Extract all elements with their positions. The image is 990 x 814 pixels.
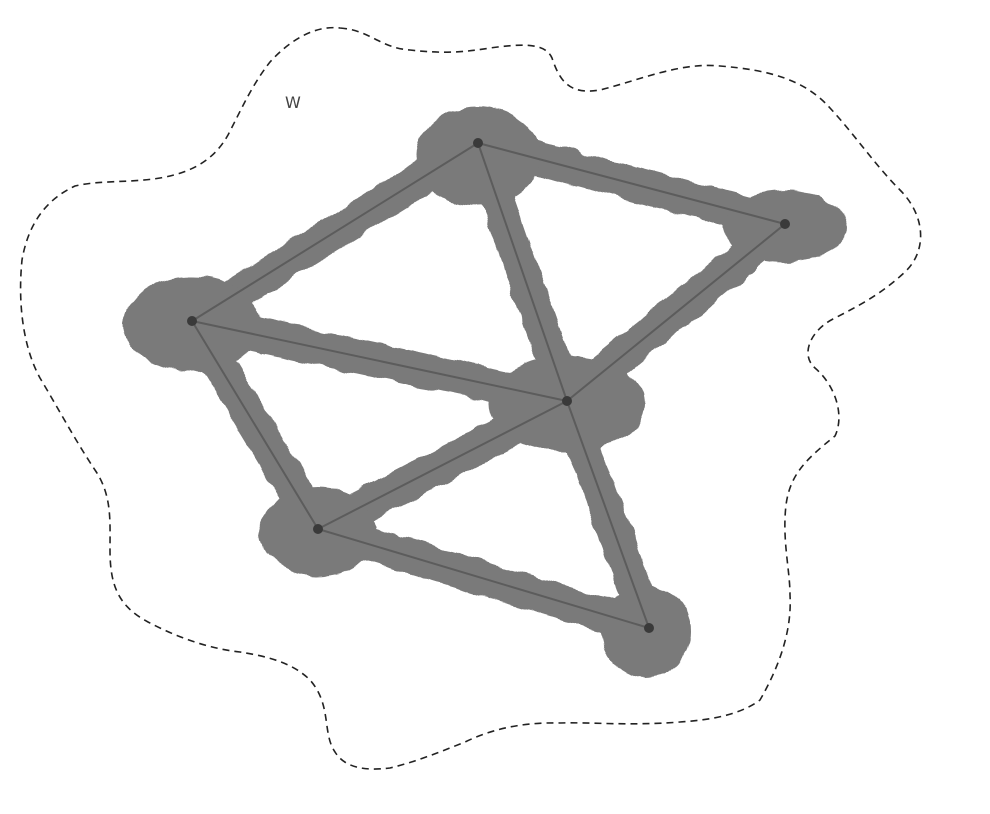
vertex-blob-v1 [416, 106, 540, 206]
region-boundary [19, 26, 922, 770]
edge-v4-v5 [317, 400, 568, 530]
vertex-dot-v3 [187, 316, 197, 326]
edge-v1-v3 [191, 142, 479, 322]
edge-v4-v6 [566, 400, 650, 629]
vertex-dot-layer [187, 138, 790, 633]
thin-edge-layer [191, 142, 786, 629]
vertex-dot-v1 [473, 138, 483, 148]
edge-v1-v2 [477, 142, 786, 225]
edge-v5-v6 [317, 528, 650, 629]
vertex-dot-v5 [313, 524, 323, 534]
region-label: W [285, 93, 301, 112]
edge-v2-v4 [566, 223, 786, 402]
edge-v3-v4 [191, 320, 568, 402]
vertex-dot-v2 [780, 219, 790, 229]
edge-v3-v5 [191, 320, 319, 530]
vertex-dot-v4 [562, 396, 572, 406]
vertex-dot-v6 [644, 623, 654, 633]
edge-v1-v4 [477, 142, 568, 402]
